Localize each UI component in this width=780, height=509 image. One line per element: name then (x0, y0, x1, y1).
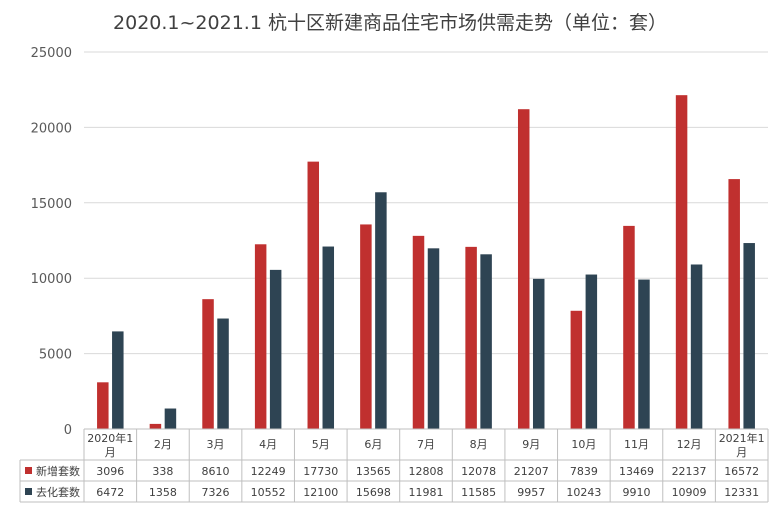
data-label: 13565 (356, 465, 391, 478)
data-label: 10243 (566, 486, 601, 499)
data-label: 3096 (96, 465, 124, 478)
bar-sold (585, 274, 598, 429)
data-label: 17730 (303, 465, 338, 478)
legend-label: 新增套数 (36, 464, 80, 478)
x-tick-label: 8月 (470, 438, 488, 451)
bar-new (623, 225, 635, 429)
data-label: 7839 (570, 465, 598, 478)
x-tick-label: 5月 (312, 438, 330, 451)
y-tick-label: 15000 (31, 197, 72, 212)
data-label: 12100 (303, 486, 338, 499)
bar-sold (269, 269, 282, 429)
data-label: 7326 (202, 486, 230, 499)
x-tick-label: 12月 (677, 438, 702, 451)
data-label: 12249 (251, 465, 286, 478)
bar-new (728, 179, 740, 429)
legend-swatch (25, 488, 32, 495)
data-label: 13469 (619, 465, 654, 478)
x-tick-label: 4月 (259, 438, 277, 451)
x-tick-label: 7月 (417, 438, 435, 451)
bar-sold (690, 264, 703, 429)
bar-new (465, 246, 477, 429)
data-label: 12331 (724, 486, 759, 499)
data-label: 10552 (251, 486, 286, 499)
bar-new (517, 109, 530, 430)
bar-sold (743, 243, 755, 429)
data-label: 9957 (517, 486, 545, 499)
bar-new (97, 382, 109, 429)
y-tick-label: 25000 (31, 46, 72, 61)
x-tick-label: 6月 (364, 438, 382, 451)
bar-sold (375, 192, 387, 429)
bar-new (254, 244, 267, 429)
bar-new (570, 310, 583, 429)
data-label: 338 (152, 465, 173, 478)
data-label: 21207 (514, 465, 549, 478)
data-label: 8610 (202, 465, 230, 478)
bar-sold (532, 278, 545, 429)
data-label: 12808 (409, 465, 444, 478)
bar-sold (427, 248, 440, 429)
legend-swatch (25, 467, 32, 474)
data-label: 12078 (461, 465, 496, 478)
bar-sold (322, 246, 335, 429)
x-tick-label: 10月 (571, 438, 596, 451)
bar-sold (638, 279, 650, 429)
y-tick-label: 0 (64, 423, 72, 438)
bar-sold (217, 318, 229, 429)
data-label: 11585 (461, 486, 496, 499)
bar-new (307, 161, 320, 430)
data-label: 15698 (356, 486, 391, 499)
bar-sold (480, 254, 492, 429)
data-label: 10909 (672, 486, 707, 499)
x-tick-label: 11月 (624, 438, 649, 451)
data-label: 9910 (622, 486, 650, 499)
y-tick-label: 20000 (31, 121, 72, 136)
y-tick-label: 10000 (31, 272, 72, 287)
bar-new (202, 299, 214, 429)
x-tick-label: 2020年1 月 (87, 431, 133, 459)
data-label: 1358 (149, 486, 177, 499)
bar-sold (112, 331, 124, 429)
bar-new (360, 224, 372, 429)
chart-title: 2020.1~2021.1 杭十区新建商品住宅市场供需走势（单位：套） (113, 12, 667, 34)
data-label: 16572 (724, 465, 759, 478)
x-tick-label: 3月 (207, 438, 225, 451)
bar-sold (164, 408, 177, 429)
bar-new (149, 423, 162, 429)
data-label: 6472 (96, 486, 124, 499)
bar-new (412, 235, 425, 429)
data-label: 11981 (409, 486, 444, 499)
x-tick-label: 2月 (154, 438, 172, 451)
x-tick-label: 2021年1 月 (719, 431, 765, 459)
y-tick-label: 5000 (39, 348, 72, 363)
x-tick-label: 9月 (522, 438, 540, 451)
legend-label: 去化套数 (36, 485, 80, 499)
bar-new (675, 95, 688, 429)
data-label: 22137 (672, 465, 707, 478)
